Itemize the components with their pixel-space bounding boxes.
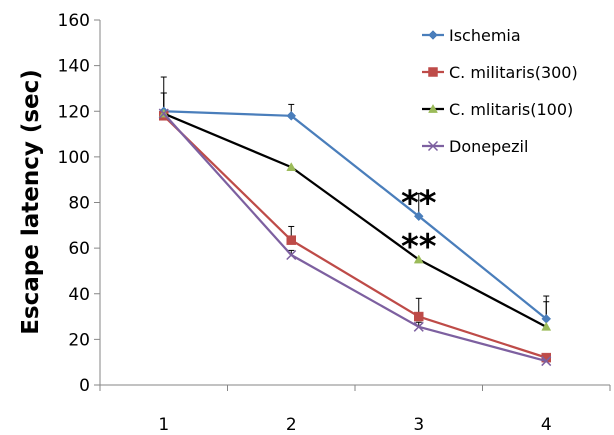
- significance-mark: **: [401, 227, 437, 267]
- y-tick-label: 100: [58, 148, 90, 168]
- legend-item-donepezil: Donepezil: [422, 137, 528, 156]
- x-tick-label: 2: [286, 415, 297, 435]
- marker-stroke: [413, 321, 424, 332]
- marker-stroke: [286, 249, 297, 260]
- data-point-c-militaris-300: [414, 311, 424, 322]
- y-tick-label: 80: [68, 194, 90, 214]
- legend: Ischemia C. militaris(300) C. mlitaris(100…: [422, 26, 578, 156]
- data-point-donepezil: [541, 356, 552, 367]
- data-point-ischemia: [286, 110, 297, 121]
- legend-label: C. mlitaris(100): [449, 100, 573, 119]
- data-point-c-mlitaris-100: [286, 162, 297, 171]
- legend-marker: [427, 140, 439, 152]
- series-layer: [158, 106, 552, 367]
- legend-label: C. militaris(300): [449, 63, 578, 82]
- y-tick-label: 140: [58, 57, 90, 77]
- y-axis-title: Escape latency (sec): [18, 69, 44, 335]
- significance-mark: **: [401, 184, 437, 224]
- legend-item-ischemia: Ischemia: [422, 26, 521, 45]
- annotation-layer: ****: [401, 184, 437, 267]
- legend-item-c-militaris-300: C. militaris(300): [422, 63, 578, 82]
- x-tick-label: 1: [158, 415, 169, 435]
- data-point-ischemia: [413, 211, 424, 222]
- y-tick-label: 20: [68, 330, 90, 350]
- data-point-c-mlitaris-100: [541, 321, 552, 331]
- data-point-donepezil: [413, 321, 424, 332]
- axes-layer: 0 20 40 60 80 100 120 140 160 1 2 3 4: [58, 11, 611, 435]
- marker-stroke: [158, 108, 169, 119]
- series-donepezil: [158, 108, 552, 367]
- data-point-c-militaris-300: [541, 352, 551, 363]
- y-tick-label: 60: [68, 239, 90, 259]
- marker-stroke: [427, 140, 439, 152]
- series-line-ischemia: [163, 110, 547, 320]
- legend-label: Donepezil: [449, 137, 528, 156]
- legend-marker: [428, 103, 438, 113]
- y-tick-label: 40: [68, 285, 90, 305]
- data-point-c-mlitaris-100: [413, 254, 424, 264]
- series-line-c-mlitaris-100: [163, 112, 547, 328]
- legend-item-c-mlitaris-100: C. mlitaris(100): [422, 100, 573, 119]
- y-tick-label: 0: [79, 376, 90, 396]
- y-tick-label: 120: [58, 102, 90, 122]
- x-tick-label: 4: [541, 415, 552, 435]
- series-line-c-militaris-300: [162, 115, 547, 359]
- legend-label: Ischemia: [449, 26, 521, 45]
- legend-marker: [428, 30, 438, 40]
- data-point-donepezil: [286, 249, 297, 260]
- marker-stroke: [541, 356, 552, 367]
- data-point-c-militaris-300: [286, 235, 296, 245]
- series-line-donepezil: [162, 112, 547, 363]
- error-bars-layer: [160, 76, 550, 362]
- x-tick-label: 3: [413, 415, 424, 435]
- data-point-donepezil: [158, 108, 169, 119]
- legend-marker: [428, 67, 438, 77]
- y-tick-label: 160: [58, 11, 90, 31]
